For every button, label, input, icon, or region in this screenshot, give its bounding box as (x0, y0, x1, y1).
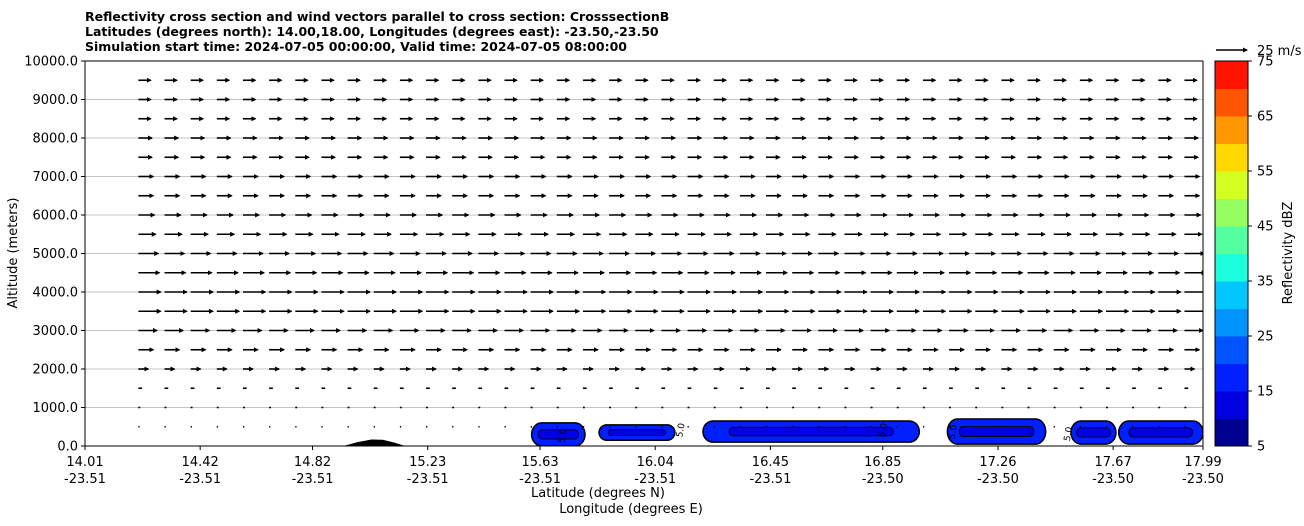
reflectivity-core (728, 426, 894, 437)
y-tick-label: 4000.0 (33, 286, 79, 301)
reflectivity-core (1075, 427, 1111, 438)
wind-vectors (138, 77, 1203, 428)
terrain (312, 439, 428, 446)
colorbar-tick-label: 15 (1257, 385, 1274, 400)
x-tick-label-longitude: -23.51 (292, 472, 334, 487)
colorbar-swatch (1215, 281, 1248, 309)
y-tick-label: 9000.0 (33, 93, 79, 108)
wind-key: 25 m/s (1216, 44, 1302, 59)
x-tick-label-latitude: 17.67 (1095, 455, 1132, 470)
contour-labels: 5.0 5.0 5.0 5.0 5.0 (557, 422, 1075, 444)
colorbar-swatch (1215, 391, 1248, 419)
y-tick-label: 3000.0 (33, 324, 79, 339)
x-tick-label-longitude: -23.50 (1182, 472, 1224, 487)
colorbar-swatch (1215, 226, 1248, 254)
colorbar-swatch (1215, 198, 1248, 227)
x-tick-label-longitude: -23.50 (862, 472, 904, 487)
contour-label: 5.0 (675, 422, 687, 438)
x-axis-label-longitude: Longitude (degrees E) (559, 502, 703, 517)
y-tick-label: 6000.0 (33, 209, 79, 224)
y-tick-label: 8000.0 (33, 132, 79, 147)
colorbar-swatch (1215, 308, 1248, 337)
x-tick-label-longitude: -23.51 (634, 472, 676, 487)
colorbar-tick-label: 45 (1257, 220, 1274, 235)
colorbar-tick-label: 55 (1257, 165, 1274, 180)
x-tick-label-longitude: -23.51 (749, 472, 791, 487)
colorbar-tick-label: 75 (1257, 55, 1274, 70)
x-tick-label-latitude: 14.82 (294, 455, 331, 470)
y-tick-label: 5000.0 (33, 247, 79, 262)
colorbar-tick-label: 5 (1257, 440, 1265, 455)
y-tick-label: 1000.0 (33, 401, 79, 416)
chart-title-line-2: Latitudes (degrees north): 14.00,18.00, … (85, 24, 659, 39)
contour-label: 5.0 (1063, 426, 1075, 442)
x-tick-label-latitude: 17.99 (1184, 455, 1221, 470)
colorbar-label: Reflectivity dBZ (1281, 202, 1296, 305)
chart-title-line-3: Simulation start time: 2024-07-05 00:00:… (85, 39, 627, 54)
terrain-shape (312, 439, 428, 446)
reflectivity-core (1128, 427, 1194, 438)
wind-key-label: 25 m/s (1257, 44, 1302, 59)
x-axis: 14.01 -23.51 14.42 -23.51 14.82 -23.51 15.23 -2… (64, 446, 1224, 487)
colorbar-swatch (1215, 171, 1248, 199)
reflectivity-core (537, 429, 580, 440)
reflectivity-core (958, 426, 1035, 437)
x-tick-label-longitude: -23.51 (179, 472, 221, 487)
y-axis-label: Altitude (meters) (6, 198, 21, 309)
colorbar: 5 15 25 35 45 55 65 75 (1214, 55, 1274, 455)
y-tick-label: 2000.0 (33, 363, 79, 378)
chart-title-line-1: Reflectivity cross section and wind vect… (85, 9, 670, 24)
colorbar-swatch (1215, 116, 1248, 144)
x-tick-label-latitude: 14.01 (66, 455, 103, 470)
x-tick-label-latitude: 17.26 (979, 455, 1016, 470)
colorbar-frame (1214, 60, 1249, 447)
x-tick-label-longitude: -23.51 (519, 472, 561, 487)
colorbar-swatch (1215, 253, 1248, 282)
colorbar-tick-label: 35 (1257, 275, 1274, 290)
x-tick-label-longitude: -23.50 (977, 472, 1019, 487)
x-tick-label-longitude: -23.51 (407, 472, 449, 487)
x-tick-label-latitude: 16.04 (637, 455, 674, 470)
colorbar-swatch (1215, 88, 1248, 117)
x-tick-label-latitude: 15.23 (409, 455, 446, 470)
y-tick-label: 0.0 (57, 440, 78, 455)
x-tick-label-latitude: 16.85 (864, 455, 901, 470)
x-tick-label-latitude: 14.42 (182, 455, 219, 470)
reflectivity-core (607, 429, 667, 437)
x-tick-label-longitude: -23.51 (64, 472, 106, 487)
colorbar-tick-label: 65 (1257, 110, 1274, 125)
x-axis-label-latitude: Latitude (degrees N) (531, 486, 665, 501)
contour-label: 5.0 (557, 428, 569, 444)
colorbar-swatch (1215, 61, 1248, 89)
colorbar-swatch (1215, 143, 1248, 172)
x-tick-label-longitude: -23.50 (1092, 472, 1134, 487)
contour-label: 5.0 (877, 422, 889, 438)
x-tick-label-latitude: 15.63 (521, 455, 558, 470)
colorbar-swatch (1215, 336, 1248, 364)
contour-label: 5.0 (948, 424, 960, 440)
colorbar-swatch (1215, 418, 1248, 447)
x-tick-label-latitude: 16.45 (752, 455, 789, 470)
reflectivity-cells (530, 418, 1203, 446)
y-tick-label: 7000.0 (33, 170, 79, 185)
y-tick-label: 10000.0 (24, 55, 78, 70)
y-axis: 0.0 1000.0 2000.0 3000.0 4000.0 5000.0 6000.0 7… (24, 55, 85, 455)
colorbar-tick-label: 25 (1257, 330, 1274, 345)
colorbar-swatch (1215, 363, 1248, 392)
